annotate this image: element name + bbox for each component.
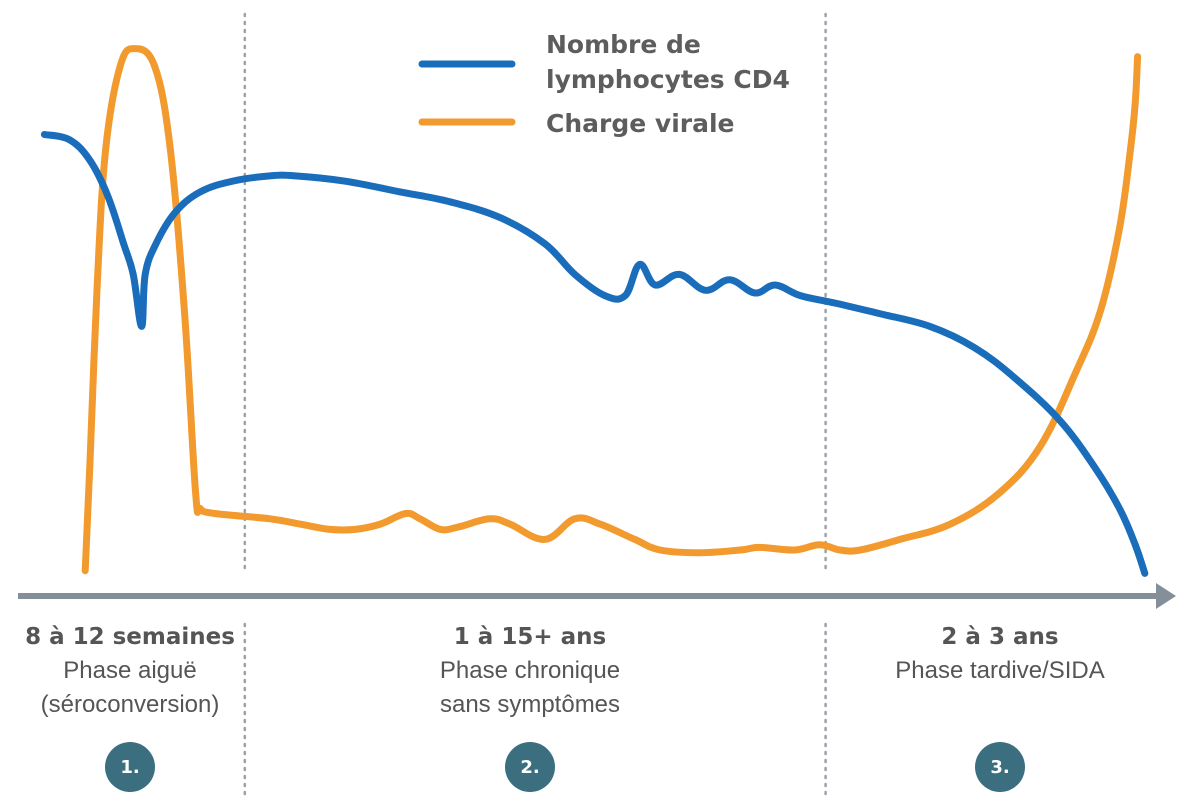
phase-3-caption: 2 à 3 ans Phase tardive/SIDA: [850, 620, 1150, 688]
phase-1-name-line2: (séroconversion): [40, 691, 220, 718]
phase-dividers: [243, 12, 827, 798]
phase-2-name-line1: Phase chronique: [439, 657, 621, 684]
phase-2-name-line2: sans symptômes: [439, 691, 621, 718]
phase-3-name-line1: Phase tardive/SIDA: [895, 657, 1105, 684]
legend: Nombre de lymphocytes CD4 Charge virale: [418, 30, 790, 138]
viral-load-line: [81, 45, 1142, 575]
legend-cd4-label-line2: lymphocytes CD4: [546, 65, 790, 94]
phase-1-duration: 8 à 12 semaines: [25, 624, 235, 650]
legend-viral-label: Charge virale: [546, 109, 735, 138]
cd4-count-line: [40, 131, 1149, 577]
phase-3-badge: 3.: [975, 742, 1025, 792]
phase-3-duration: 2 à 3 ans: [941, 624, 1059, 650]
legend-cd4-label-line1: Nombre de: [546, 30, 701, 59]
phase-1-caption: 8 à 12 semaines Phase aiguë (séroconvers…: [0, 620, 260, 722]
phase-1-badge: 1.: [105, 742, 155, 792]
phase-1-name-line1: Phase aiguë: [63, 657, 197, 684]
timeline-arrowhead: [1156, 583, 1176, 609]
phase-2-badge: 2.: [505, 742, 555, 792]
phase-2-duration: 1 à 15+ ans: [453, 624, 607, 650]
phase-2-caption: 1 à 15+ ans Phase chronique sans symptôm…: [380, 620, 680, 722]
